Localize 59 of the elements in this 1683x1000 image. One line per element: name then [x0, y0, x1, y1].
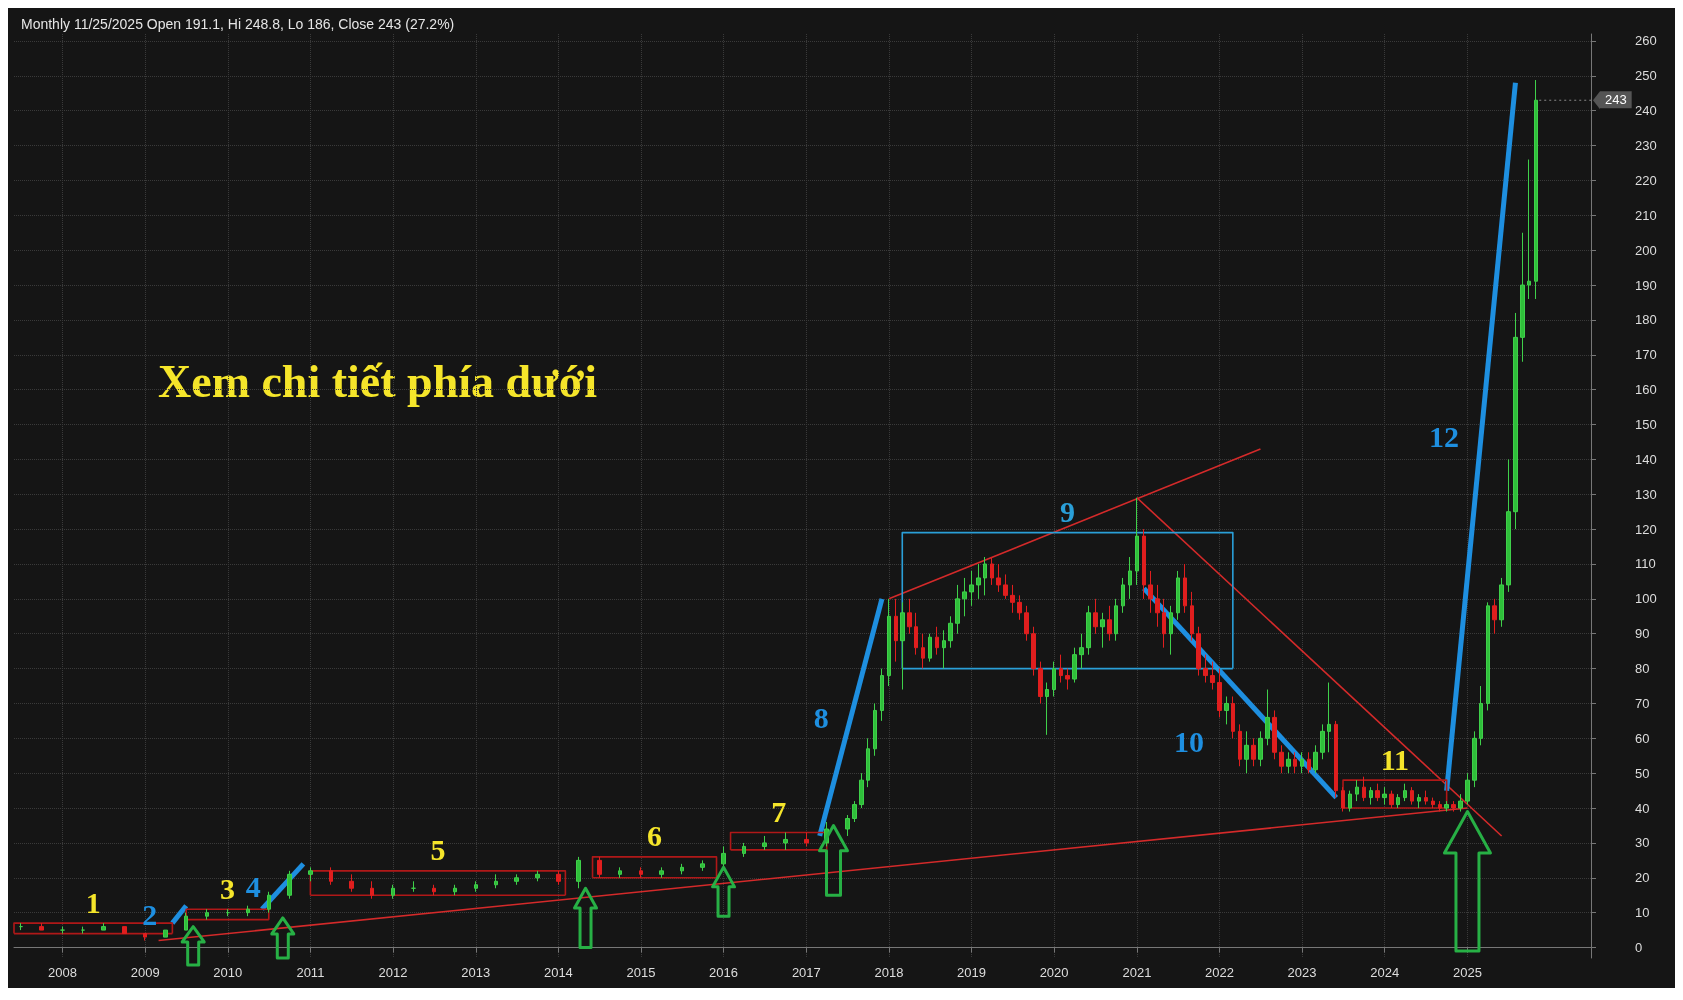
y-tick-label: 70 [1635, 695, 1650, 711]
x-tick-label: 2018 [874, 965, 904, 980]
y-tick-label: 140 [1635, 451, 1657, 467]
series-label: 11 [1380, 742, 1410, 776]
x-tick-label: 2025 [1453, 965, 1482, 980]
x-tick-label: 2022 [1205, 965, 1234, 980]
x-tick-label: 2014 [543, 965, 573, 980]
x-tick-label: 2020 [1039, 965, 1069, 980]
y-tick-label: 90 [1635, 626, 1650, 642]
y-tick-label: 150 [1635, 417, 1657, 433]
chart-title: Monthly 11/25/2025 Open 191.1, Hi 248.8, Lo 186, Close 243 (27.2%) [21, 16, 455, 32]
y-tick-label: 60 [1635, 730, 1650, 746]
y-tick-label: 40 [1635, 800, 1650, 816]
y-tick-label: 30 [1635, 835, 1650, 851]
x-tick-label: 2023 [1287, 965, 1317, 980]
x-tick-label: 2012 [378, 965, 408, 980]
x-tick-label: 2010 [213, 965, 243, 980]
annotation: Xem chi tiết phía dưới [158, 355, 598, 407]
y-tick-label: 170 [1635, 347, 1657, 363]
series-label: 7 [771, 794, 787, 828]
x-tick-label: 2016 [709, 965, 738, 980]
y-tick-label: 230 [1635, 138, 1657, 154]
y-tick-label: 250 [1635, 68, 1657, 84]
series-label: 3 [219, 871, 235, 905]
x-tick-label: 2021 [1122, 965, 1152, 980]
y-tick-label: 20 [1635, 870, 1650, 886]
x-tick-label: 2011 [296, 965, 325, 980]
series-label: 9 [1060, 495, 1076, 529]
y-tick-label: 50 [1635, 765, 1650, 781]
x-tick-label: 2017 [791, 965, 821, 980]
series-label: 12 [1429, 420, 1460, 454]
y-tick-label: 160 [1635, 382, 1657, 398]
x-tick-label: 2015 [626, 965, 656, 980]
x-tick-label: 2024 [1370, 965, 1400, 980]
y-tick-label: 10 [1635, 905, 1650, 921]
y-tick-label: 200 [1635, 242, 1657, 258]
x-tick-label: 2009 [130, 965, 160, 980]
y-tick-label: 210 [1635, 207, 1657, 223]
series-label: 5 [430, 833, 446, 867]
x-tick-label: 2013 [461, 965, 491, 980]
y-tick-label: 180 [1635, 312, 1657, 328]
annotation: 243 [1605, 92, 1627, 108]
y-tick-label: 130 [1635, 486, 1657, 502]
y-tick-label: 110 [1635, 556, 1656, 572]
x-tick-label: 2019 [957, 965, 986, 980]
series-label: 10 [1174, 724, 1205, 758]
series-label: 8 [813, 700, 829, 734]
y-tick-label: 190 [1635, 277, 1657, 293]
y-tick-label: 80 [1635, 661, 1650, 677]
y-tick-label: 120 [1635, 521, 1657, 537]
y-tick-label: 260 [1635, 33, 1657, 49]
y-tick-label: 100 [1635, 591, 1657, 607]
y-tick-label: 240 [1635, 103, 1657, 119]
series-label: 1 [85, 885, 101, 919]
series-label: 6 [647, 819, 663, 853]
series-label: 4 [245, 870, 261, 904]
y-tick-label: 0 [1635, 940, 1643, 956]
y-tick-label: 220 [1635, 172, 1657, 188]
x-tick-label: 2008 [47, 965, 77, 980]
